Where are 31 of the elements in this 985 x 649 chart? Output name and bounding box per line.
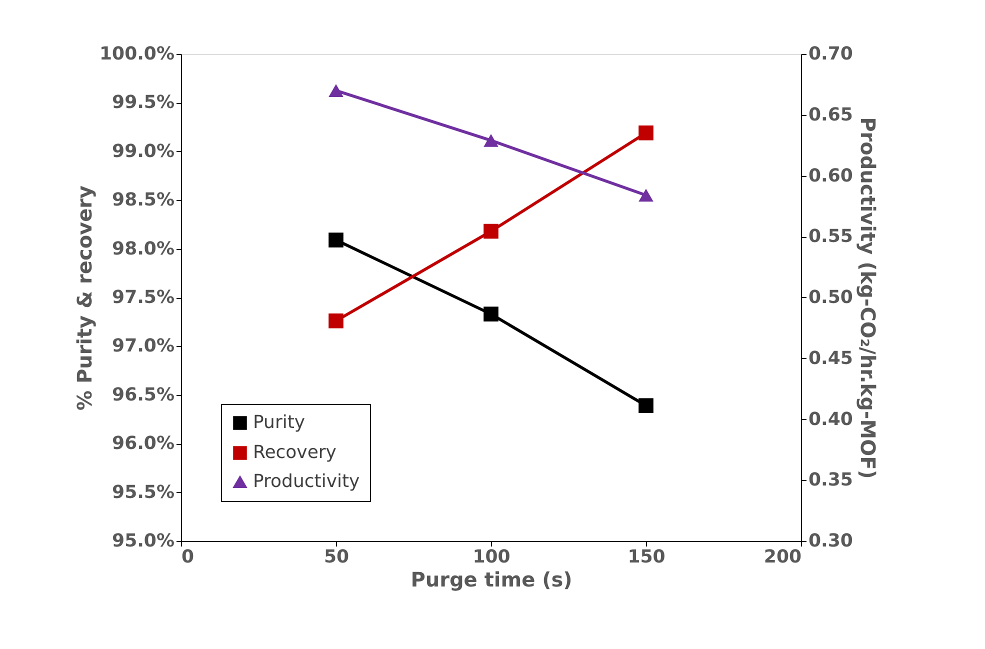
y-tick-label: 97.5%: [112, 287, 174, 308]
y2-tick-label: 0.55: [808, 226, 853, 248]
y-tick-label: 98.0%: [112, 238, 174, 260]
y2-tick-label: 0.35: [808, 470, 853, 491]
x-tick-label: 150: [628, 546, 666, 568]
x-tick-label: 0: [182, 546, 194, 568]
legend-label: Productivity: [253, 471, 360, 492]
y-tick-label: 97.0%: [112, 336, 174, 357]
y2-tick-label: 0.60: [808, 165, 853, 186]
x-tick-label: 200: [764, 546, 802, 568]
x-axis-title: Purge time (s): [410, 568, 572, 592]
y-tick-label: 100.0%: [100, 44, 174, 64]
y2-axis-title: Productivity (kg-CO₂/hr.kg-MOF): [856, 117, 880, 479]
y2-tick-label: 0.50: [808, 287, 853, 308]
x-tick-label: 50: [324, 546, 350, 568]
y2-tick-label: 0.70: [808, 44, 853, 64]
y-axis-title: % Purity & recovery: [72, 185, 97, 411]
y-tick-label: 96.0%: [112, 433, 174, 454]
y-tick-label: 96.5%: [112, 384, 174, 406]
y-tick-label: 95.5%: [112, 482, 174, 503]
y2-tick-label: 0.65: [808, 104, 853, 126]
y-tick-label: 98.5%: [112, 190, 174, 211]
y-tick-label: 95.0%: [112, 530, 174, 552]
y2-tick-label: 0.40: [808, 408, 853, 430]
x-tick-label: 100: [472, 546, 510, 568]
y-tick-label: 99.0%: [112, 140, 174, 162]
legend-label: Recovery: [253, 442, 337, 463]
y2-tick-label: 0.30: [808, 530, 853, 552]
legend-label: Purity: [253, 412, 306, 433]
y2-tick-label: 0.45: [808, 348, 853, 369]
y-tick-label: 99.5%: [112, 92, 174, 114]
